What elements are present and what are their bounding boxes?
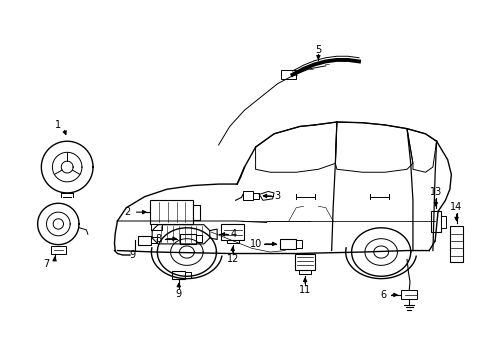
Text: 10: 10 [250,239,262,249]
Bar [253,193,259,199]
Text: 11: 11 [298,285,310,296]
Bar [151,237,156,243]
Bar [280,239,296,249]
Bar [449,226,462,262]
Bar [185,272,190,278]
Bar [221,224,244,240]
Bar [51,246,65,253]
Text: 9: 9 [129,250,135,260]
Bar [138,236,151,245]
Bar [192,205,200,220]
Bar [150,200,192,224]
Bar [151,224,162,230]
Bar [400,291,417,299]
Bar [180,234,196,244]
Bar [172,270,185,279]
Bar [281,70,296,79]
Text: 3: 3 [274,191,280,201]
Text: 12: 12 [226,255,238,265]
Text: 2: 2 [124,207,131,217]
Text: 4: 4 [230,229,236,239]
Text: 8: 8 [155,234,161,244]
Bar [196,235,202,242]
Text: 5: 5 [315,45,321,55]
Text: 13: 13 [429,187,441,197]
Text: 9: 9 [175,289,182,299]
Text: 7: 7 [43,259,49,269]
Bar [296,240,302,248]
Bar [243,192,253,200]
Text: 6: 6 [380,290,386,300]
Bar [440,216,445,228]
Text: 14: 14 [449,202,462,212]
Text: 1: 1 [55,120,61,130]
Bar [294,253,315,270]
Bar [430,211,440,232]
